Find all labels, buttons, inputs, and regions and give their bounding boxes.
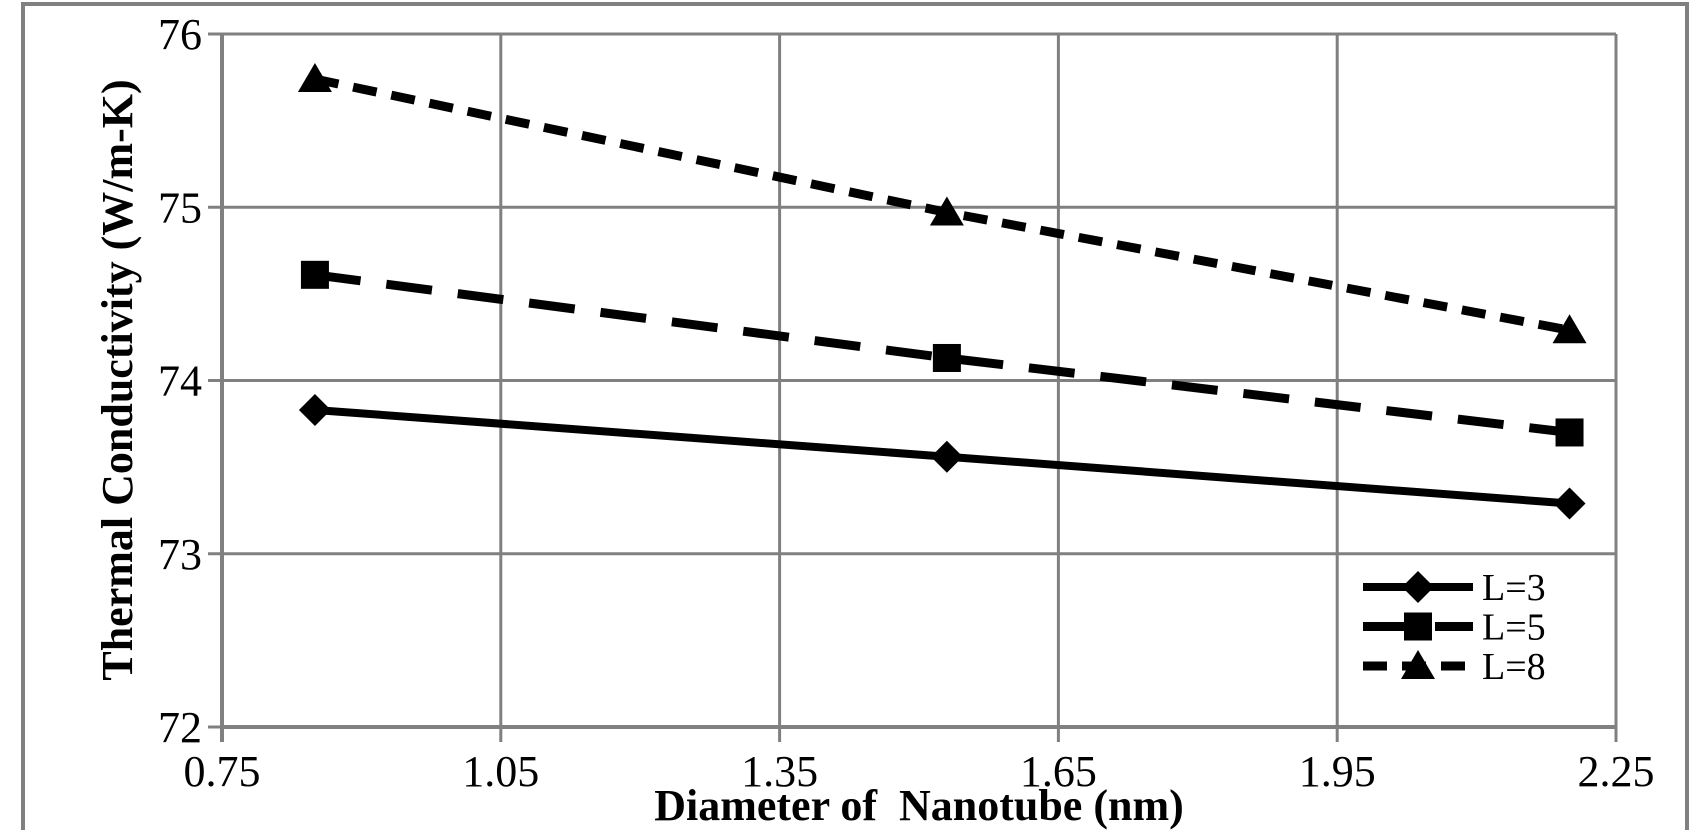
y-tick-label: 72: [158, 703, 202, 752]
x-tick-label: 1.05: [462, 747, 539, 796]
marker-triangle: [1552, 314, 1587, 344]
legend-label: L=8: [1482, 646, 1546, 688]
chart-border: [21, 2, 1689, 830]
y-axis-title: Thermal Conductivity (W/m-K): [93, 79, 142, 680]
axes-lines: [208, 32, 1618, 742]
x-tick-label: 1.65: [1020, 747, 1097, 796]
x-tick-label: 2.25: [1578, 747, 1655, 796]
marker-triangle: [1401, 650, 1435, 679]
x-tick-label: 1.35: [741, 747, 818, 796]
marker-triangle: [929, 196, 964, 226]
legend-item: L=5: [1363, 607, 1546, 649]
marker-diamond: [1402, 571, 1434, 603]
y-tick-label: 73: [158, 530, 202, 579]
y-tick-label: 74: [158, 357, 202, 406]
y-tick-label: 75: [158, 183, 202, 232]
legend-label: L=5: [1482, 607, 1546, 649]
legend: L=3L=5L=8: [1363, 567, 1546, 688]
x-tick-label: 0.75: [184, 747, 261, 796]
legend-item: L=8: [1363, 646, 1546, 688]
y-tick-label: 76: [158, 10, 202, 59]
marker-triangle: [297, 63, 332, 93]
marker-square: [932, 343, 961, 372]
marker-diamond: [298, 393, 331, 426]
legend-item: L=3: [1363, 567, 1546, 609]
x-tick-label: 1.95: [1299, 747, 1376, 796]
marker-square: [1404, 612, 1432, 641]
marker-square: [300, 260, 329, 289]
data-series: [297, 63, 1587, 520]
marker-diamond: [930, 440, 963, 473]
marker-diamond: [1553, 487, 1586, 520]
tick-labels: 0.75 1.05 1.35 1.65 1.95 2.25 72 73 74 75 76: [158, 10, 1655, 796]
x-axis-title: Diameter of Nanotube (nm): [654, 781, 1184, 830]
marker-square: [1555, 418, 1584, 447]
legend-label: L=3: [1482, 567, 1546, 609]
